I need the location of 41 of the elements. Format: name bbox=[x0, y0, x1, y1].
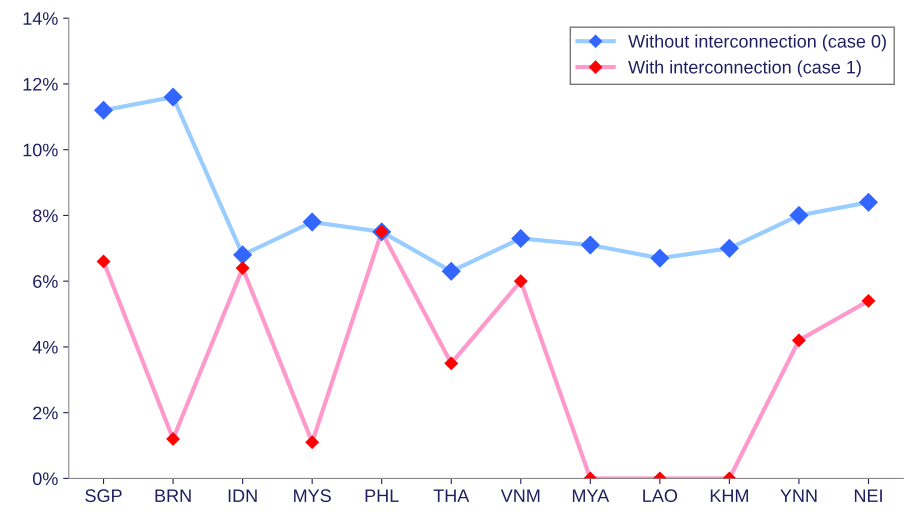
point bbox=[789, 206, 809, 225]
point bbox=[442, 262, 461, 281]
point bbox=[720, 238, 739, 258]
point bbox=[511, 228, 530, 248]
y-tick-label: 0% bbox=[32, 472, 58, 486]
x-tick-label: IDN bbox=[228, 489, 257, 502]
y-tick-label: 6% bbox=[33, 275, 58, 288]
x-tick-label: YNN bbox=[780, 489, 817, 502]
legend-label: With interconnection (case 1) bbox=[628, 60, 861, 78]
point bbox=[305, 435, 320, 450]
point bbox=[164, 88, 183, 107]
point bbox=[233, 245, 252, 264]
legend-label: Without interconnection (case 0) bbox=[628, 34, 886, 52]
y-tick-label: 14% bbox=[24, 12, 58, 25]
x-tick-label: VNM bbox=[500, 489, 540, 502]
point bbox=[862, 294, 876, 308]
x-tick-label: THA bbox=[434, 489, 470, 502]
x-tick-label: KHM bbox=[710, 489, 748, 502]
x-tick-label: SGP bbox=[85, 489, 122, 502]
point bbox=[302, 212, 322, 232]
point bbox=[96, 254, 110, 268]
x-tick-label: PHL bbox=[366, 489, 399, 502]
x-tick-label: BRN bbox=[156, 489, 191, 502]
point bbox=[580, 235, 600, 255]
point bbox=[94, 100, 114, 120]
y-tick-label: 4% bbox=[32, 340, 58, 354]
point bbox=[514, 274, 528, 288]
x-tick-label: LAO bbox=[643, 489, 678, 502]
x-tick-label: MYA bbox=[572, 489, 610, 502]
y-tick-label: 2% bbox=[33, 406, 58, 420]
y-tick-label: 12% bbox=[24, 78, 58, 91]
point bbox=[650, 248, 670, 268]
point bbox=[858, 192, 878, 212]
y-tick-label: 10% bbox=[24, 144, 58, 156]
point bbox=[444, 356, 458, 370]
x-tick-label: NEI bbox=[854, 489, 882, 502]
y-tick-label: 8% bbox=[33, 209, 58, 222]
point bbox=[792, 333, 806, 348]
point bbox=[166, 432, 180, 446]
x-tick-label: MYS bbox=[294, 489, 331, 502]
point bbox=[236, 261, 250, 275]
